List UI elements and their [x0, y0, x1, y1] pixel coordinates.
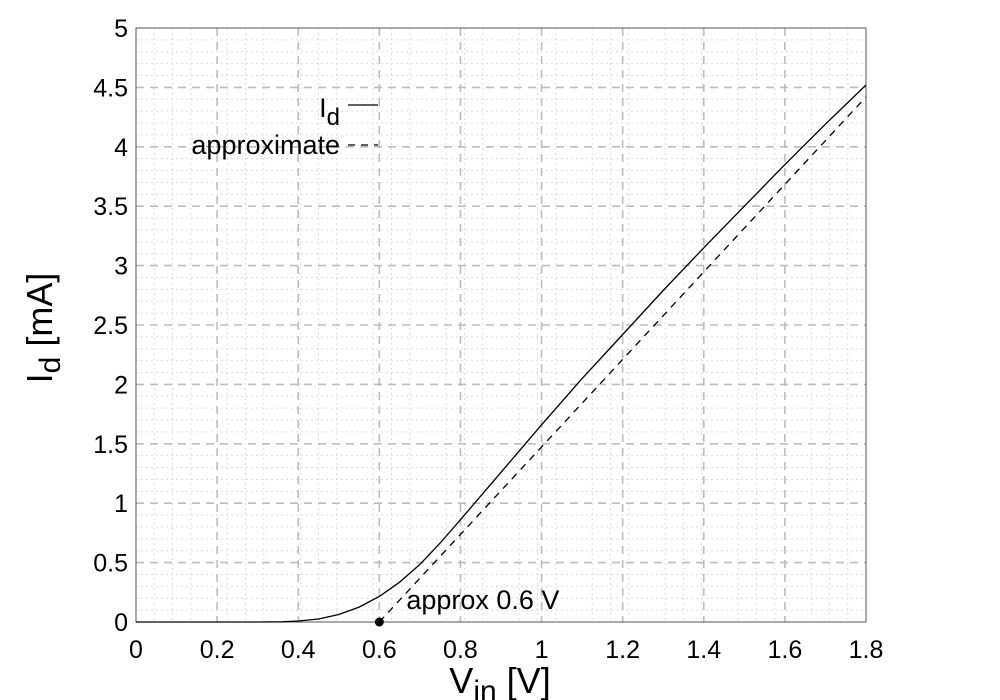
- x-axis-title: Vin [V]: [449, 660, 550, 700]
- threshold-annotation: approx 0.6 V: [406, 585, 559, 615]
- y-tick-label: 5: [114, 15, 128, 43]
- series-layer: [136, 84, 867, 623]
- x-tick-label: 0.2: [200, 636, 235, 664]
- y-axis-title: Id [mA]: [19, 273, 67, 384]
- y-tick-label: 0.5: [93, 550, 128, 578]
- y-tick-label: 1.5: [93, 431, 128, 459]
- x-axis-title-sub: in: [473, 675, 496, 700]
- y-tick-label: 2: [114, 371, 128, 399]
- y-tick-labels: 0 0.5 1 1.5 2 2.5 3 3.5 4 4.5 5: [93, 15, 128, 637]
- x-tick-label: 0: [129, 636, 143, 664]
- x-tick-labels: 0 0.2 0.4 0.6 0.8 1 1.2 1.4 1.6 1.8: [129, 636, 883, 664]
- y-axis-title-rest: [mA]: [19, 273, 60, 357]
- legend-label-id: Id: [319, 93, 340, 131]
- y-axis-title-sub: d: [34, 357, 67, 374]
- y-tick-label: 4.5: [93, 74, 128, 102]
- x-tick-label: 1.6: [768, 636, 803, 664]
- x-axis-title-main: V: [449, 660, 473, 700]
- x-axis-title-rest: [V]: [497, 660, 551, 700]
- legend-label-id-main: I: [319, 93, 327, 123]
- legend-label-approximate: approximate: [191, 130, 340, 160]
- y-tick-label: 4: [114, 134, 128, 162]
- y-tick-label: 0: [114, 609, 128, 637]
- y-tick-label: 3: [114, 253, 128, 281]
- x-tick-label: 1.4: [686, 636, 721, 664]
- x-tick-label: 0.8: [443, 636, 478, 664]
- minor-grid: [136, 28, 866, 622]
- y-tick-label: 3.5: [93, 193, 128, 221]
- threshold-point-marker: [374, 617, 384, 627]
- legend-label-id-sub: d: [327, 104, 340, 131]
- annotation-layer: approx 0.6 V: [374, 585, 559, 627]
- series-line-approximate: [378, 96, 867, 623]
- series-line-id: [136, 84, 867, 623]
- x-tick-label: 0.6: [362, 636, 397, 664]
- x-tick-label: 1: [535, 636, 549, 664]
- x-tick-label: 0.4: [281, 636, 316, 664]
- y-tick-label: 1: [114, 490, 128, 518]
- y-axis-title-main: I: [19, 373, 60, 383]
- major-grid: [136, 28, 866, 622]
- x-tick-label: 1.2: [605, 636, 640, 664]
- plot-frame: [135, 27, 867, 623]
- x-tick-label: 1.8: [849, 636, 884, 664]
- y-tick-label: 2.5: [93, 312, 128, 340]
- legend: Id approximate: [191, 93, 378, 160]
